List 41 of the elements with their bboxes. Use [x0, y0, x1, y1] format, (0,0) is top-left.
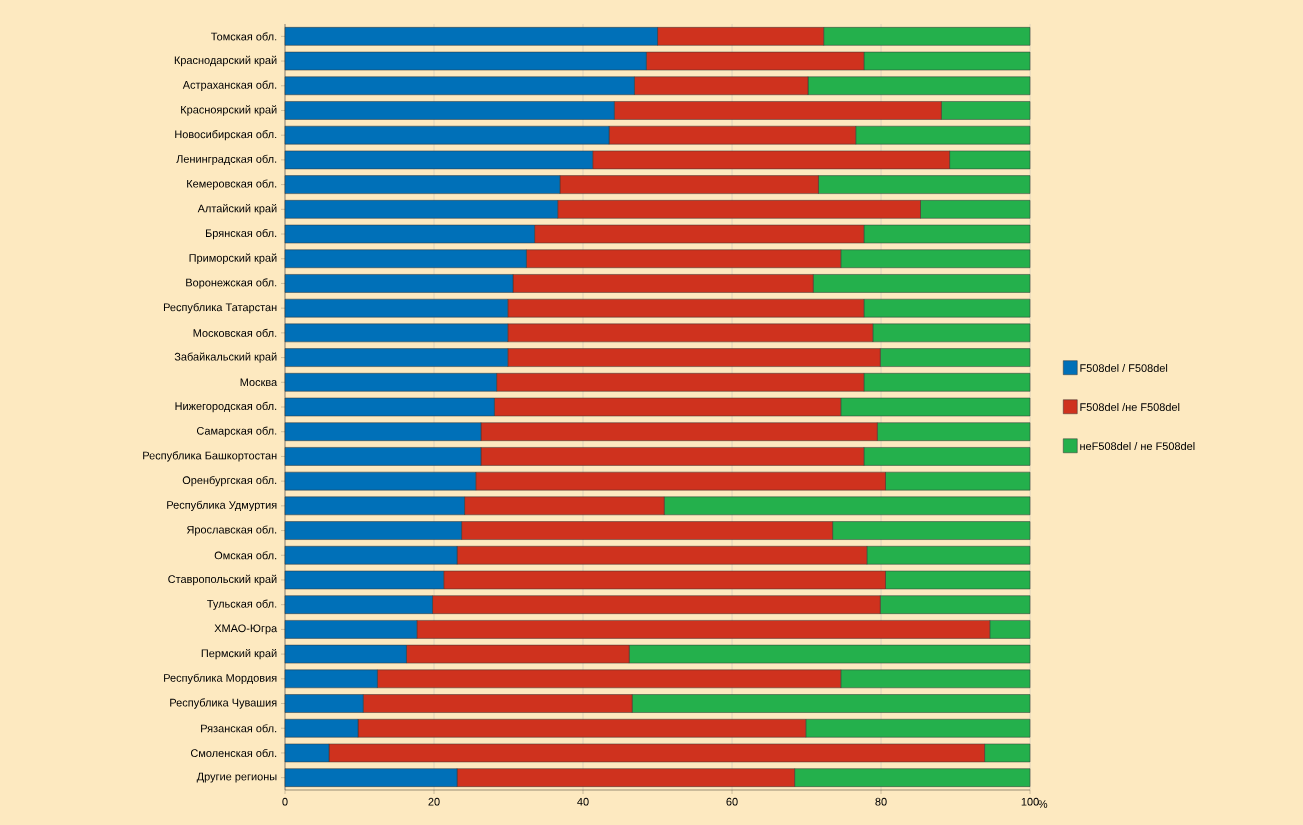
y-tick-label: Астраханская обл.	[182, 80, 277, 91]
x-tick-label: 20	[428, 797, 440, 806]
y-tick-label: Московская обл.	[193, 328, 277, 337]
y-tick-label: Республика Татарстан	[163, 303, 277, 314]
y-tick-label: Ярославская обл.	[186, 525, 277, 536]
y-tick-label: Пермский край	[201, 648, 277, 660]
x-tick-label: 60	[726, 797, 738, 806]
x-tick-label: 100	[1021, 797, 1039, 806]
legend-label: F508del /не F508del	[1080, 402, 1180, 411]
y-tick-label: Кемеровская обл.	[187, 179, 277, 190]
y-tick-label: Омская обл.	[214, 551, 277, 560]
y-tick-label: Другие регионы	[196, 772, 277, 783]
y-tick-label: Ленинградская обл.	[176, 154, 277, 166]
y-tick-label: Оренбургская обл.	[182, 475, 277, 487]
y-tick-label: Приморский край	[189, 253, 277, 264]
y-tick-label: Смоленская обл.	[190, 748, 277, 758]
y-tick-label: ХМАО-Югра	[214, 624, 278, 635]
y-tick-label: Новосибирская обл.	[175, 130, 277, 141]
y-tick-label: Красноярский край	[181, 105, 277, 116]
x-tick-label: 80	[875, 797, 887, 806]
y-tick-label: Брянская обл.	[206, 228, 277, 240]
y-tick-label: Рязанская обл.	[201, 724, 277, 733]
y-tick-label: Самарская обл.	[196, 426, 277, 437]
x-tick-label: 0	[282, 797, 288, 806]
legend-label: F508del / F508del	[1080, 363, 1168, 372]
x-axis-title: %	[1038, 800, 1048, 808]
y-tick-label: Республика Башкортостан	[143, 451, 277, 462]
y-tick-label: Республика Мордовия	[164, 673, 277, 684]
y-tick-label: Республика Удмуртия	[167, 500, 277, 511]
y-tick-label: Нижегородская обл.	[175, 401, 277, 413]
y-tick-label: Забайкальский край	[174, 352, 277, 363]
y-tick-label: Тульская обл.	[207, 599, 277, 610]
y-tick-label: Москва	[240, 378, 278, 387]
y-tick-label: Алтайский край	[197, 204, 277, 215]
y-tick-label: Республика Чувашия	[170, 698, 277, 709]
y-tick-label: Ставропольский край	[168, 574, 277, 586]
x-tick-label: 40	[577, 797, 589, 806]
legend-label: неF508del / не F508del	[1080, 441, 1195, 451]
y-tick-label: Томская обл.	[211, 32, 277, 41]
y-tick-label: Краснодарский край	[174, 55, 277, 67]
y-tick-label: Воронежская обл.	[186, 278, 277, 289]
